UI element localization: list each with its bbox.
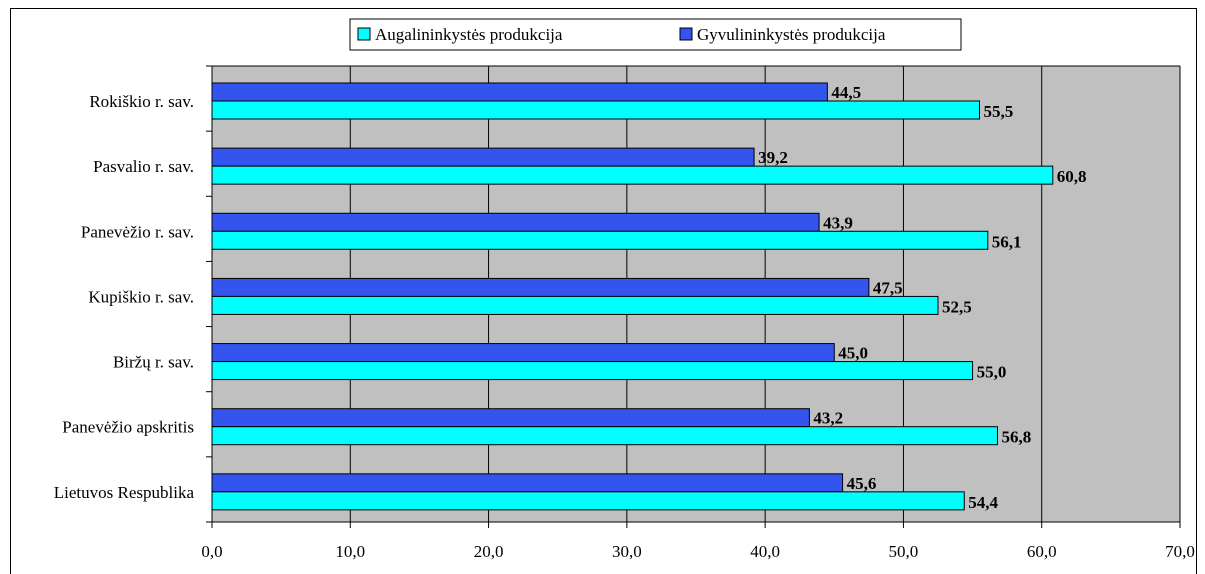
- data-label-gyvulininkystes: 39,2: [758, 148, 788, 167]
- x-tick-label: 0,0: [201, 542, 222, 561]
- x-tick-label: 40,0: [750, 542, 780, 561]
- data-label-augalininkystes: 56,1: [992, 232, 1022, 251]
- data-label-gyvulininkystes: 47,5: [873, 278, 903, 297]
- category-label: Lietuvos Respublika: [54, 483, 195, 502]
- data-label-augalininkystes: 56,8: [1001, 428, 1031, 447]
- x-tick-label: 70,0: [1165, 542, 1195, 561]
- data-label-augalininkystes: 60,8: [1057, 167, 1087, 186]
- bar-gyvulininkystes: [211, 147, 755, 167]
- x-tick-label: 30,0: [612, 542, 642, 561]
- bar-gyvulininkystes: [211, 277, 870, 297]
- bar-gyvulininkystes: [211, 82, 828, 102]
- legend-entry: Augalininkystės produkcija: [375, 25, 563, 44]
- x-tick-label: 20,0: [474, 542, 504, 561]
- bar-augalininkystes: [211, 100, 980, 120]
- bar-augalininkystes: [211, 295, 939, 315]
- legend-swatch: [357, 27, 371, 41]
- bar-augalininkystes: [211, 426, 998, 446]
- bar-augalininkystes: [211, 491, 965, 511]
- data-label-gyvulininkystes: 43,9: [823, 213, 853, 232]
- data-label-gyvulininkystes: 44,5: [831, 83, 861, 102]
- legend-swatch: [679, 27, 693, 41]
- bar-gyvulininkystes: [211, 212, 820, 232]
- data-label-augalininkystes: 55,5: [983, 102, 1013, 121]
- data-label-augalininkystes: 55,0: [977, 363, 1007, 382]
- bar-augalininkystes: [211, 230, 989, 250]
- legend-box: [349, 18, 962, 51]
- legend: Augalininkystės produkcija Gyvulininkystė…: [349, 18, 962, 51]
- data-label-gyvulininkystes: 43,2: [813, 409, 843, 428]
- x-tick-label: 60,0: [1027, 542, 1057, 561]
- x-tick-label: 10,0: [335, 542, 365, 561]
- category-label: Panevėžio r. sav.: [81, 222, 194, 241]
- data-label-gyvulininkystes: 45,0: [838, 344, 868, 363]
- data-label-gyvulininkystes: 45,6: [847, 474, 877, 493]
- bar-augalininkystes: [211, 361, 974, 381]
- category-label: Rokiškio r. sav.: [89, 92, 194, 111]
- category-label: Panevėžio apskritis: [62, 418, 194, 437]
- bar-gyvulininkystes: [211, 343, 835, 363]
- bar-gyvulininkystes: [211, 408, 810, 428]
- legend-entry: Gyvulininkystės produkcija: [697, 25, 886, 44]
- bar-gyvulininkystes: [211, 473, 844, 493]
- data-label-augalininkystes: 52,5: [942, 297, 972, 316]
- category-label: Biržų r. sav.: [113, 353, 194, 372]
- data-label-augalininkystes: 54,4: [968, 493, 998, 512]
- category-label: Kupiškio r. sav.: [88, 287, 194, 306]
- bar-augalininkystes: [211, 165, 1054, 185]
- x-tick-label: 50,0: [889, 542, 919, 561]
- category-label: Pasvalio r. sav.: [93, 157, 194, 176]
